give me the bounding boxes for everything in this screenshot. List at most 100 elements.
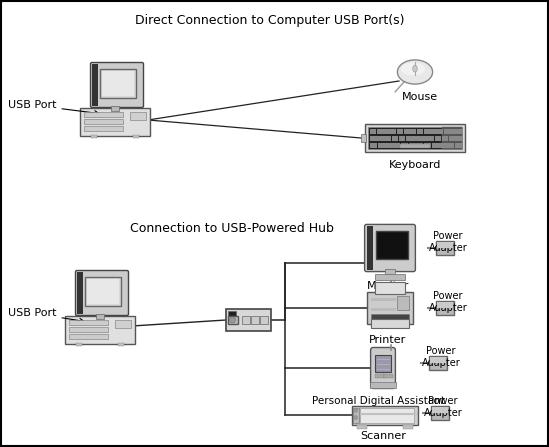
Bar <box>438 242 452 248</box>
Bar <box>91 135 97 138</box>
Bar <box>96 314 104 319</box>
Bar <box>84 112 122 117</box>
Bar <box>227 316 238 324</box>
Bar <box>416 143 423 148</box>
Bar <box>439 143 446 148</box>
Bar <box>379 374 384 378</box>
Bar <box>102 71 134 96</box>
Bar <box>361 134 366 142</box>
Bar <box>371 319 410 328</box>
Bar <box>84 119 122 124</box>
Ellipse shape <box>401 63 425 76</box>
Bar <box>451 129 457 134</box>
Bar <box>80 108 150 136</box>
Bar <box>133 135 139 138</box>
Bar <box>432 143 439 148</box>
FancyBboxPatch shape <box>76 270 128 316</box>
Bar <box>413 136 419 141</box>
Text: Power
Adapter: Power Adapter <box>429 231 467 253</box>
Bar <box>399 136 405 141</box>
Bar <box>85 277 121 306</box>
Bar <box>449 136 456 141</box>
Bar <box>378 143 385 148</box>
Bar <box>87 279 119 304</box>
Bar <box>360 408 414 422</box>
Bar <box>115 320 131 328</box>
Bar <box>406 136 412 141</box>
Bar <box>365 124 465 152</box>
Bar <box>433 407 447 413</box>
Bar <box>375 374 379 378</box>
Bar <box>397 129 403 134</box>
Text: Connection to USB-Powered Hub: Connection to USB-Powered Hub <box>130 222 334 235</box>
Bar <box>370 129 376 134</box>
Bar <box>118 343 124 346</box>
Bar <box>377 129 383 134</box>
Text: Keyboard: Keyboard <box>389 160 441 170</box>
Bar <box>371 298 396 301</box>
Ellipse shape <box>413 65 417 72</box>
Text: Personal Digital Assistant: Personal Digital Assistant <box>312 396 445 406</box>
FancyBboxPatch shape <box>365 224 416 272</box>
Bar <box>447 143 454 148</box>
Bar <box>357 425 367 429</box>
Bar <box>370 136 377 141</box>
Text: USB Port: USB Port <box>8 100 99 115</box>
Text: Printer: Printer <box>369 335 407 345</box>
Bar <box>65 316 135 344</box>
Bar <box>352 405 418 425</box>
Bar <box>427 136 434 141</box>
Bar <box>376 355 391 372</box>
Bar <box>455 143 462 148</box>
Bar <box>353 408 358 422</box>
Bar <box>368 127 462 149</box>
Bar <box>457 129 463 134</box>
Bar <box>375 274 405 280</box>
Bar <box>374 282 405 294</box>
Bar <box>393 143 400 148</box>
Text: Mouse: Mouse <box>402 92 438 102</box>
Bar <box>436 241 453 255</box>
Bar <box>424 143 431 148</box>
Bar <box>385 143 393 148</box>
Bar <box>250 316 259 324</box>
Bar <box>456 136 463 141</box>
Text: USB Port: USB Port <box>8 308 84 323</box>
Bar <box>371 314 410 319</box>
Bar <box>131 112 146 120</box>
Bar <box>69 334 108 339</box>
Text: Power
Adapter: Power Adapter <box>424 396 462 418</box>
Bar <box>400 144 430 148</box>
Bar <box>404 129 410 134</box>
Bar <box>391 136 398 141</box>
Bar <box>370 143 377 148</box>
Bar <box>434 136 441 141</box>
Bar <box>242 316 249 324</box>
Text: Power
Adapter: Power Adapter <box>429 291 467 313</box>
Bar <box>76 343 82 346</box>
Bar <box>384 136 391 141</box>
Bar <box>430 129 436 134</box>
Bar <box>77 272 83 314</box>
Text: Monitor: Monitor <box>367 281 409 291</box>
Bar <box>376 231 408 259</box>
Bar <box>442 127 462 149</box>
Bar <box>390 129 396 134</box>
Bar <box>92 64 98 106</box>
FancyBboxPatch shape <box>91 63 143 107</box>
Bar <box>371 308 396 311</box>
Bar <box>226 309 271 331</box>
Bar <box>420 136 427 141</box>
Circle shape <box>354 416 358 419</box>
Bar <box>377 136 384 141</box>
Circle shape <box>354 409 358 413</box>
Bar <box>397 296 410 310</box>
Text: Scanner: Scanner <box>360 431 406 441</box>
Bar <box>438 302 452 308</box>
Bar <box>389 374 393 378</box>
Bar <box>432 406 449 420</box>
Bar <box>367 292 413 324</box>
Bar <box>370 382 396 388</box>
Bar <box>383 129 390 134</box>
Bar <box>444 129 450 134</box>
